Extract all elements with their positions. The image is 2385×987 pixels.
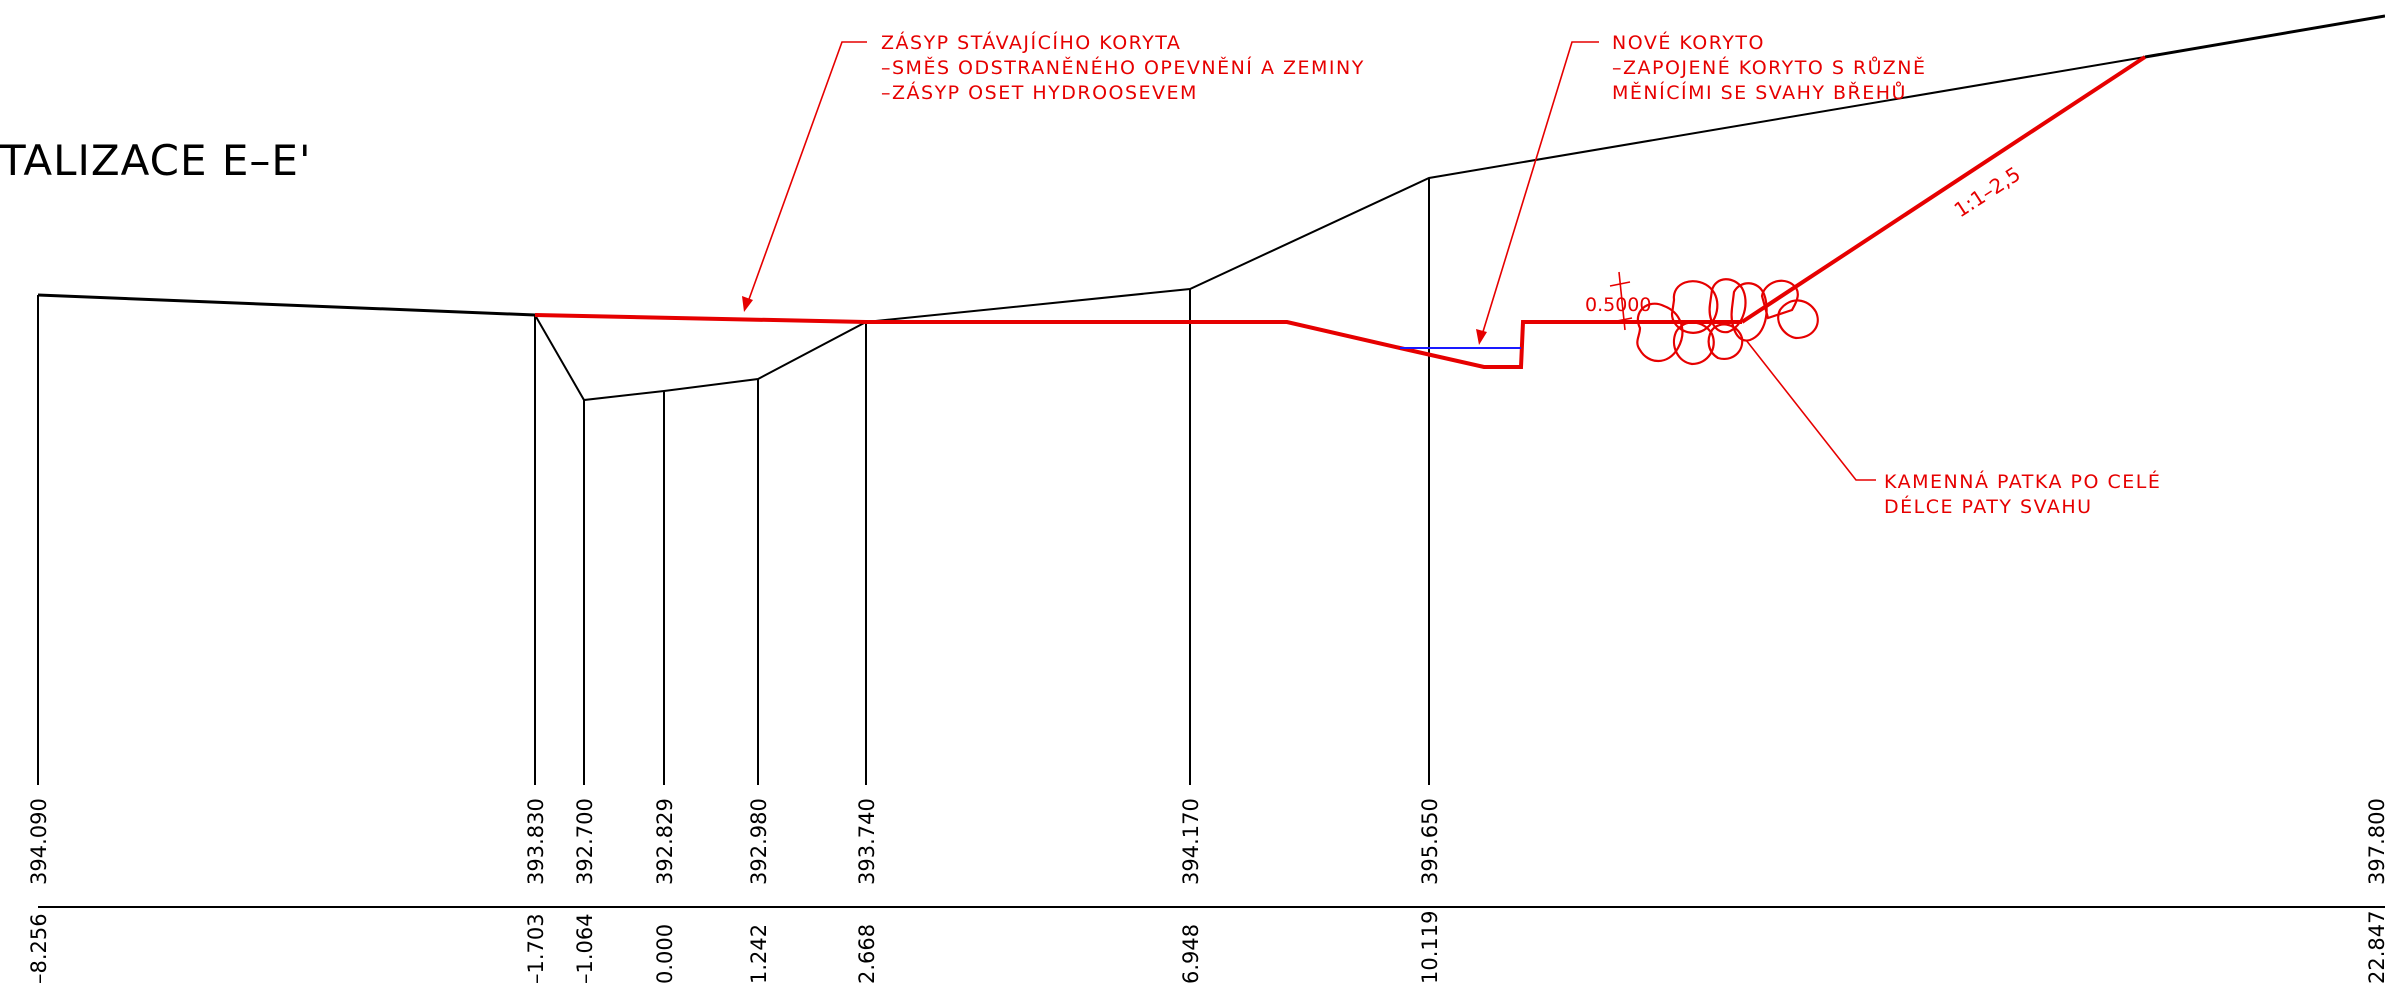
station-label: –8.256 xyxy=(27,913,51,984)
elevation-label: 393.740 xyxy=(855,798,879,885)
leader-arrowhead xyxy=(742,296,753,312)
station-label: 6.948 xyxy=(1179,924,1203,984)
note-stone-toe-line-1: KAMENNÁ PATKA PO CELÉ xyxy=(1884,470,2161,493)
note-backfill-line-3: –ZÁSYP OSET HYDROOSEVEM xyxy=(881,81,1198,104)
station-label: 10.119 xyxy=(1418,911,1442,984)
note-backfill-line-1: ZÁSYP STÁVAJÍCÍHO KORYTA xyxy=(881,31,1181,54)
note-leader xyxy=(1745,339,1876,481)
rock-shape xyxy=(1672,321,1715,366)
slope-label: 1:1–2,5 xyxy=(1950,162,2025,222)
elevation-label: 394.170 xyxy=(1179,798,1203,885)
note-backfill: ZÁSYP STÁVAJÍCÍHO KORYTA –SMĚS ODSTRANĚN… xyxy=(742,31,1365,312)
leader-arrowhead xyxy=(1476,329,1487,345)
elevation-label: 392.700 xyxy=(573,798,597,885)
note-backfill-line-2: –SMĚS ODSTRANĚNÉHO OPEVNĚNÍ A ZEMINY xyxy=(881,56,1365,79)
dimension-tick xyxy=(1609,281,1631,287)
existing-terrain xyxy=(37,14,2385,402)
elevation-labels: 394.090 393.830 392.700 392.829 392.980 … xyxy=(27,798,2385,885)
station-label: 2.668 xyxy=(855,924,879,984)
station-label: 22.847 xyxy=(2365,911,2385,984)
thickness-dimension: 0.5000 xyxy=(1585,271,1651,331)
station-lines xyxy=(37,178,1430,785)
station-label: –1.703 xyxy=(524,913,548,984)
station-label: 1.242 xyxy=(747,924,771,984)
proposed-bank-slope xyxy=(1740,55,2147,324)
note-leader xyxy=(1481,41,1599,336)
rock-shape xyxy=(1760,279,1799,320)
note-leader xyxy=(747,41,867,303)
rock-shape xyxy=(1636,302,1684,363)
note-new-channel-line-3: MĚNÍCÍMI SE SVAHY BŘEHŮ xyxy=(1612,80,1907,104)
existing-channel-profile xyxy=(534,56,2146,402)
note-stone-toe: KAMENNÁ PATKA PO CELÉ DÉLCE PATY SVAHU xyxy=(1745,339,2161,518)
proposed-ground-line xyxy=(534,313,1742,369)
existing-terrain-right xyxy=(2144,14,2385,59)
dimension-tick xyxy=(1611,317,1633,323)
station-labels: –8.256 –1.703 –1.064 0.000 1.242 2.668 6… xyxy=(27,911,2385,984)
station-label: –1.064 xyxy=(573,913,597,984)
section-title: TALIZACE E–E' xyxy=(0,136,312,185)
elevation-label: 392.829 xyxy=(653,798,677,885)
note-new-channel-line-1: NOVÉ KORYTO xyxy=(1612,31,1765,54)
elevation-label: 395.650 xyxy=(1418,798,1442,885)
elevation-label: 394.090 xyxy=(27,798,51,885)
note-new-channel: NOVÉ KORYTO –ZAPOJENÉ KORYTO S RŮZNĚ MĚN… xyxy=(1476,31,1926,345)
rock-shape xyxy=(1777,299,1819,340)
elevation-label: 392.980 xyxy=(747,798,771,885)
stone-toe-rocks xyxy=(1636,278,1819,366)
rock-shape xyxy=(1707,323,1744,360)
dimension-label: 0.5000 xyxy=(1585,294,1651,316)
note-new-channel-line-2: –ZAPOJENÉ KORYTO S RŮZNĚ xyxy=(1612,55,1926,79)
rock-shape xyxy=(1708,278,1747,334)
station-label: 0.000 xyxy=(653,924,677,984)
proposed-profile xyxy=(534,55,2147,369)
note-stone-toe-line-2: DÉLCE PATY SVAHU xyxy=(1884,495,2093,518)
rock-shape xyxy=(1730,282,1768,342)
elevation-label: 397.800 xyxy=(2365,798,2385,885)
elevation-label: 393.830 xyxy=(524,798,548,885)
existing-terrain-left xyxy=(37,293,536,317)
